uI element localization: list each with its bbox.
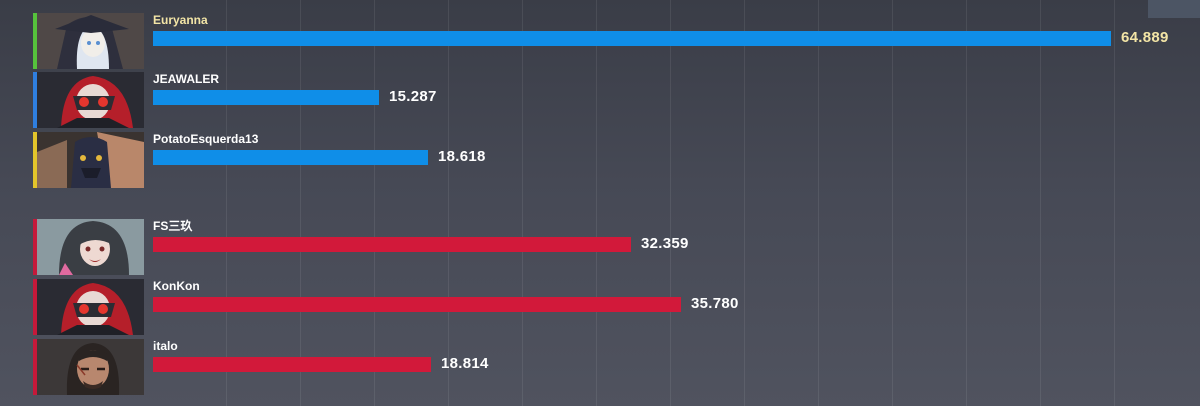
damage-bar <box>153 90 379 105</box>
player-row-italo: italo 18.814 <box>0 339 1200 395</box>
team-stripe <box>33 72 37 128</box>
player-name: Euryanna <box>153 13 208 27</box>
damage-value: 15.287 <box>389 88 437 105</box>
player-row-potatoesquerda13: PotatoEsquerda13 18.618 <box>0 132 1200 188</box>
damage-value: 35.780 <box>691 295 739 312</box>
damage-bar <box>153 31 1111 46</box>
player-name: JEAWALER <box>153 72 220 86</box>
corner-decoration <box>1148 0 1200 18</box>
player-name: italo <box>153 339 178 353</box>
team-stripe <box>33 132 37 188</box>
player-row-konkon: KonKon 35.780 <box>0 279 1200 335</box>
player-name: FS三玖 <box>153 219 193 233</box>
damage-bar <box>153 357 431 372</box>
player-row-fs-sanjiu: FS三玖 32.359 <box>0 219 1200 275</box>
red-hair-masked-portrait-icon <box>37 279 144 335</box>
damage-bar <box>153 150 428 165</box>
player-name: PotatoEsquerda13 <box>153 132 259 146</box>
damage-value: 64.889 <box>1121 29 1169 46</box>
player-name: KonKon <box>153 279 200 293</box>
damage-bar <box>153 297 681 312</box>
white-hair-mage-portrait-icon <box>37 13 144 69</box>
team-stripe <box>33 279 37 335</box>
damage-value: 18.814 <box>441 355 489 372</box>
player-row-jeawaler: JEAWALER 15.287 <box>0 72 1200 128</box>
damage-value: 18.618 <box>438 148 486 165</box>
damage-value: 32.359 <box>641 235 689 252</box>
scarred-man-portrait-icon <box>37 339 144 395</box>
red-hair-masked-portrait-icon <box>37 72 144 128</box>
player-row-euryanna: Euryanna 64.889 <box>0 13 1200 69</box>
team-stripe <box>33 339 37 395</box>
dark-hair-girl-portrait-icon <box>37 219 144 275</box>
damage-bar <box>153 237 631 252</box>
dark-armored-portrait-icon <box>37 132 144 188</box>
team-stripe <box>33 13 37 69</box>
team-stripe <box>33 219 37 275</box>
